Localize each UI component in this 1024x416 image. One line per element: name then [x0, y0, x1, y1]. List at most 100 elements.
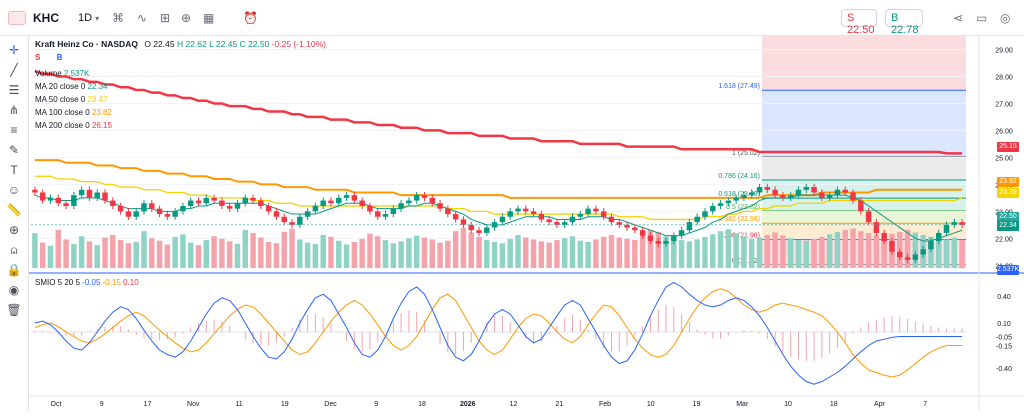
candle-body: [273, 211, 280, 217]
fib-icon[interactable]: ≡: [10, 123, 18, 137]
volume-bar: [398, 241, 404, 268]
candle-body: [133, 211, 139, 217]
smio-legend: SMIO 5 20 5 -0.05 -0.15 0.10: [35, 278, 139, 287]
magnet-icon[interactable]: ⩄: [10, 243, 18, 257]
candle-body: [188, 200, 194, 206]
horizontal-lines-icon[interactable]: ☰: [8, 83, 20, 97]
volume-bar: [265, 241, 272, 268]
camera-icon[interactable]: ◎: [1000, 11, 1011, 25]
candle-body: [655, 241, 661, 244]
text-tool-icon[interactable]: T: [10, 163, 18, 177]
compare-icon[interactable]: ▦: [203, 11, 215, 25]
price-badge: 23.39: [997, 188, 1019, 198]
candle-body: [959, 222, 965, 225]
price-chart[interactable]: 1.618 (27.49) 1 (25.02) 0.786 (24.16) 0.618…: [29, 36, 1024, 411]
candle-body: [717, 203, 724, 206]
volume-bar: [258, 237, 264, 268]
candle-body: [110, 200, 116, 206]
time-axis-label: 9: [100, 401, 104, 408]
volume-bar: [63, 239, 69, 268]
price-badge: 22.50: [997, 212, 1019, 222]
candle-body: [600, 211, 607, 217]
candle-body: [865, 211, 872, 223]
trend-line-icon[interactable]: ╱: [10, 63, 18, 77]
ruler-icon[interactable]: 📏: [6, 203, 22, 217]
candle-body: [554, 222, 560, 225]
quick-sell[interactable]: S: [35, 53, 41, 62]
zoom-in-icon[interactable]: ⊕: [8, 223, 20, 237]
osc-axis-label: -0.40: [996, 366, 1012, 373]
volume-bar: [164, 244, 171, 268]
chart-area[interactable]: 1.618 (27.49) 1 (25.02) 0.786 (24.16) 0.618…: [29, 36, 1024, 411]
candle-body: [63, 203, 69, 206]
quick-trade[interactable]: S B: [35, 53, 62, 62]
volume-bar: [47, 245, 54, 268]
share-icon[interactable]: ⋖: [953, 11, 964, 25]
trash-icon[interactable]: 🗑: [6, 303, 22, 317]
quick-buy[interactable]: B: [56, 53, 63, 62]
volume-bar: [834, 231, 841, 268]
volume-bar: [686, 241, 693, 268]
candle-body: [749, 192, 755, 196]
crosshair-icon[interactable]: ✛: [8, 43, 20, 57]
interval-label: 1D: [78, 12, 93, 24]
smio-value-hist: 0.10: [123, 278, 139, 287]
lock-icon[interactable]: 🔒: [6, 263, 22, 277]
volume-bar: [180, 234, 186, 268]
candle-body: [499, 216, 506, 223]
emoji-icon[interactable]: ☺: [7, 183, 21, 197]
ma50-legend: MA 50 close 0 23.47: [35, 95, 108, 104]
candle-body: [445, 208, 451, 215]
volume-bar: [943, 239, 950, 268]
time-axis-label: 9: [374, 401, 378, 408]
candle-body: [156, 208, 163, 215]
candle-body: [943, 224, 950, 233]
symbol-search[interactable]: KHC: [33, 11, 59, 25]
candle-body: [585, 208, 591, 215]
candle-body: [826, 195, 833, 198]
volume-bar: [600, 236, 607, 268]
volume-bar: [928, 236, 934, 268]
interval-selector[interactable]: 1D ▾: [78, 10, 99, 26]
add-icon[interactable]: ⊕: [181, 11, 192, 25]
volume-bar: [499, 243, 506, 268]
alert-icon[interactable]: ⏰: [243, 11, 258, 25]
candle-body: [795, 189, 802, 196]
candle-body: [523, 208, 529, 212]
volume-bar: [639, 233, 646, 268]
candle-body: [47, 197, 54, 201]
candle-body: [632, 227, 638, 231]
time-axis-label: 12: [510, 401, 518, 408]
volume-bar: [297, 239, 303, 268]
price-axis-label: 27.00: [995, 101, 1013, 108]
candle-body: [102, 192, 108, 201]
candle-body: [647, 235, 654, 242]
eye-icon[interactable]: ◉: [8, 283, 20, 297]
time-axis-label: Oct: [51, 401, 62, 408]
candle-body: [710, 205, 716, 212]
candle-body: [312, 205, 319, 212]
sell-button[interactable]: S 22.50: [841, 9, 877, 36]
fullscreen-icon[interactable]: ▭: [976, 11, 988, 25]
fib-zone-05: [762, 210, 966, 224]
volume-bar: [850, 228, 856, 268]
indicators-icon[interactable]: ∿: [137, 11, 148, 25]
volume-bar: [250, 233, 256, 268]
layout-icon[interactable]: ⊞: [160, 11, 171, 25]
bar-style-icon[interactable]: ⌘: [112, 11, 124, 25]
buy-button[interactable]: B 22.78: [885, 9, 923, 36]
osc-axis-label: 0.40: [997, 294, 1011, 301]
ohlc-open: O 22.45: [144, 39, 175, 49]
volume-bar: [351, 241, 358, 268]
volume-bar: [125, 243, 132, 268]
volume-bar: [873, 234, 880, 268]
time-axis-label: Mar: [736, 401, 749, 408]
pitchfork-icon[interactable]: ⋔: [8, 103, 20, 117]
volume-bar: [468, 232, 474, 268]
fib-level-label: 0.382 (22.56): [718, 216, 760, 223]
candle-body: [702, 211, 708, 217]
brush-icon[interactable]: ✎: [8, 143, 20, 157]
candle-body: [507, 211, 513, 217]
candle-body: [375, 211, 381, 217]
candle-body: [452, 214, 459, 220]
